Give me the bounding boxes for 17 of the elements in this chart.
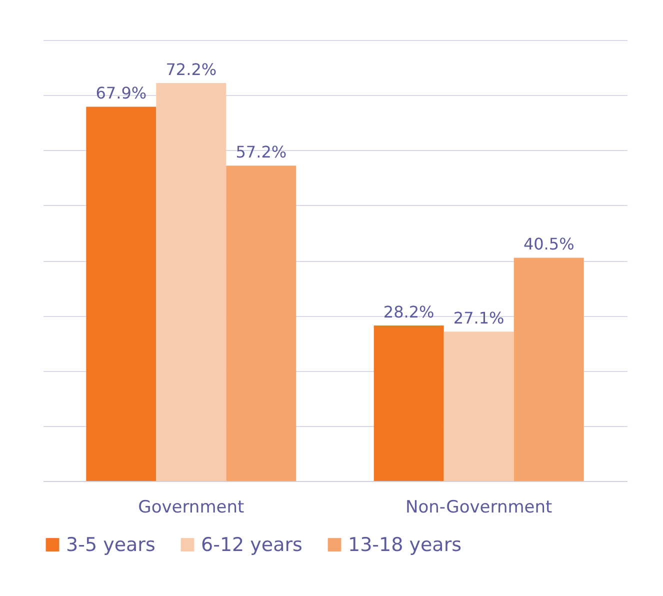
- data-label: 28.2%: [383, 302, 434, 322]
- data-label: 27.1%: [453, 308, 504, 328]
- bar: [374, 326, 444, 481]
- data-label: 72.2%: [166, 60, 217, 79]
- bar: [156, 82, 226, 481]
- bar: [514, 258, 584, 481]
- legend-label: 3-5 years: [66, 534, 156, 556]
- legend-label: 6-12 years: [201, 534, 302, 556]
- x-tick-label: Non-Government: [406, 498, 553, 518]
- legend-label: 13-18 years: [348, 534, 462, 556]
- x-tick-label: Government: [138, 498, 244, 518]
- data-label: 57.2%: [236, 142, 287, 162]
- data-label: 40.5%: [523, 234, 574, 254]
- bar: [226, 166, 296, 481]
- data-label: 67.9%: [96, 84, 147, 103]
- bar: [86, 106, 156, 481]
- bar: [444, 332, 514, 481]
